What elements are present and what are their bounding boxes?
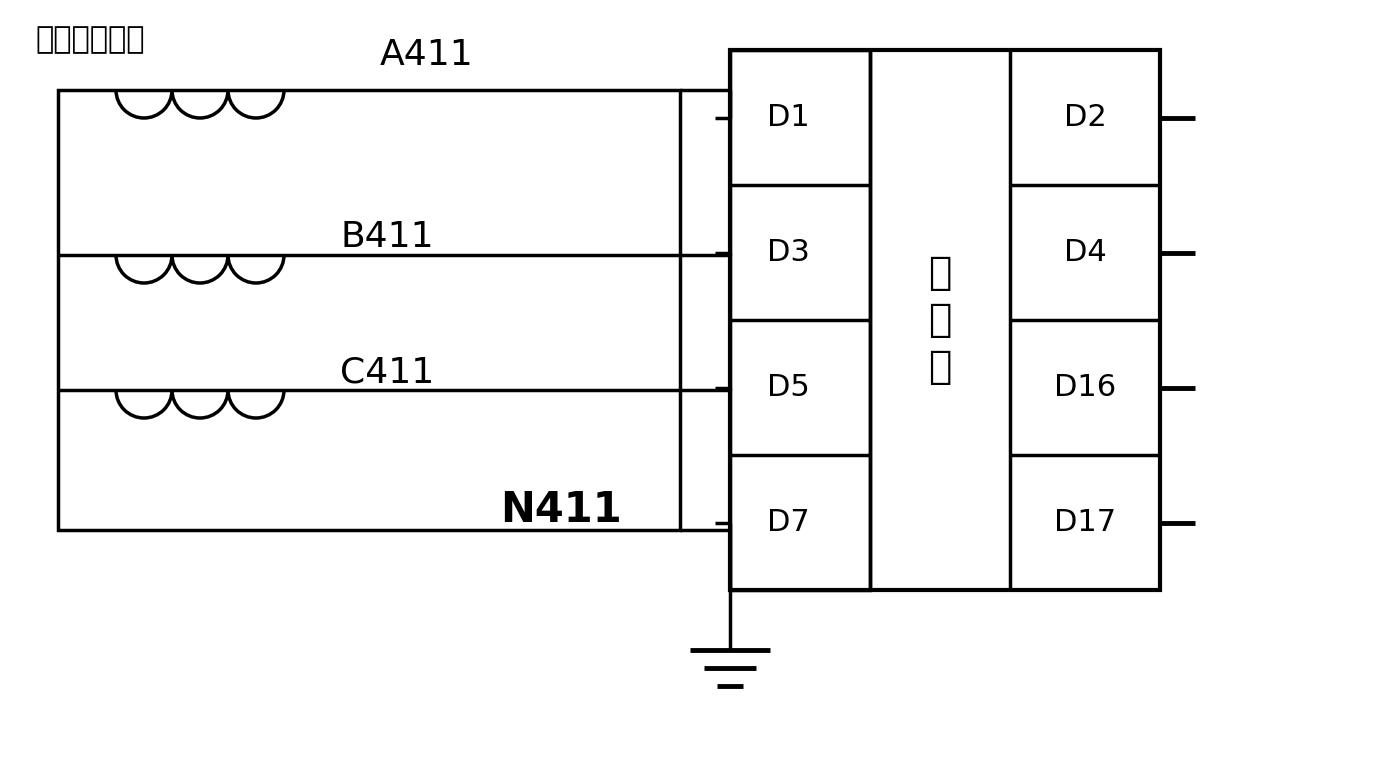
Text: D16: D16 [1054,373,1116,402]
Bar [730,50,1160,590]
Text: D1: D1 [768,103,810,132]
Bar [58,90,679,530]
Text: 保
护
屏: 保 护 屏 [929,254,952,386]
Text: C411: C411 [340,355,434,389]
Text: D3: D3 [768,238,810,267]
Text: D5: D5 [768,373,810,402]
Text: A411: A411 [380,38,474,72]
Text: N411: N411 [500,489,621,531]
Text: D17: D17 [1054,508,1116,537]
Text: D2: D2 [1064,103,1107,132]
Text: B411: B411 [340,220,434,254]
Text: D4: D4 [1064,238,1107,267]
Text: 电流二次绕组: 电流二次绕组 [34,26,145,55]
Bar [730,50,870,590]
Text: D7: D7 [768,508,810,537]
